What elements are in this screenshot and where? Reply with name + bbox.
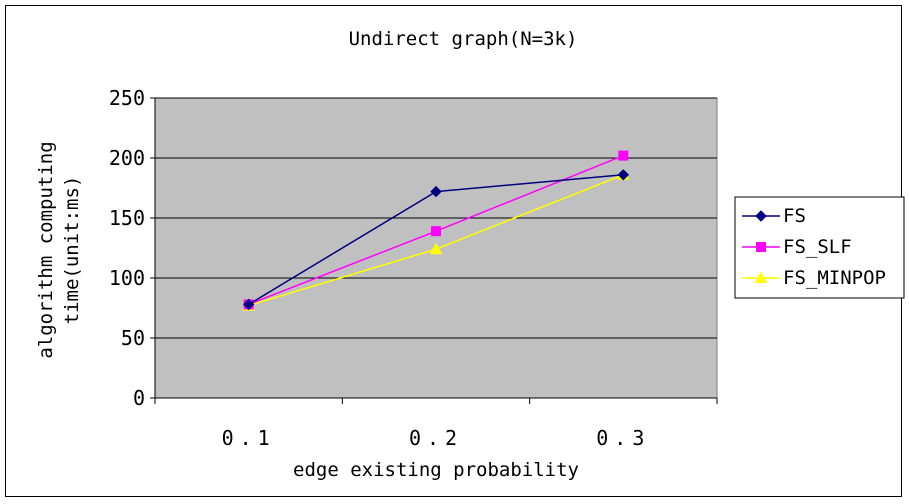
legend: FS FS_SLF FS_MINPOP: [734, 196, 905, 299]
data-point-marker: [431, 226, 441, 237]
x-tick-label: 0.2: [409, 426, 463, 450]
x-axis-label: edge existing probability: [293, 459, 579, 481]
legend-label: FS: [783, 205, 806, 227]
data-point-marker: [618, 150, 629, 161]
y-tick-label: 250: [109, 86, 145, 110]
data-point-marker: [755, 210, 767, 222]
series-fs: [242, 169, 630, 311]
y-axis-label-line-1: algorithm computing: [35, 141, 57, 358]
y-tick-labels: 0 50 100 150 200 250: [109, 86, 145, 410]
x-tick-label: 0.3: [596, 426, 650, 450]
chart-title: Undirect graph(N=3k): [349, 28, 578, 50]
data-point-marker: [756, 242, 766, 252]
axes: [150, 97, 718, 404]
x-tick-label: 0.1: [222, 426, 276, 450]
data-point-marker: [429, 242, 443, 255]
y-axis-label: algorithm computing time(unit:ms): [35, 141, 83, 358]
data-point-marker: [754, 271, 768, 283]
y-tick-label: 50: [121, 326, 145, 350]
y-tick-label: 100: [109, 266, 145, 290]
series-group: [242, 150, 630, 311]
data-point-marker: [242, 298, 255, 311]
legend-label: FS_MINPOP: [783, 267, 886, 289]
y-tick-label: 0: [133, 386, 145, 410]
legend-entry: FS: [742, 205, 806, 227]
x-tick-labels: 0.1 0.2 0.3: [222, 426, 650, 450]
data-point-marker: [430, 185, 442, 198]
y-tick-label: 200: [109, 146, 145, 170]
legend-entry: FS_MINPOP: [742, 267, 886, 289]
y-axis-label-line-2: time(unit:ms): [61, 176, 83, 325]
data-point-marker: [617, 169, 630, 181]
legend-label: FS_SLF: [783, 236, 852, 258]
legend-entry: FS_SLF: [742, 236, 852, 258]
y-tick-label: 150: [109, 206, 145, 230]
